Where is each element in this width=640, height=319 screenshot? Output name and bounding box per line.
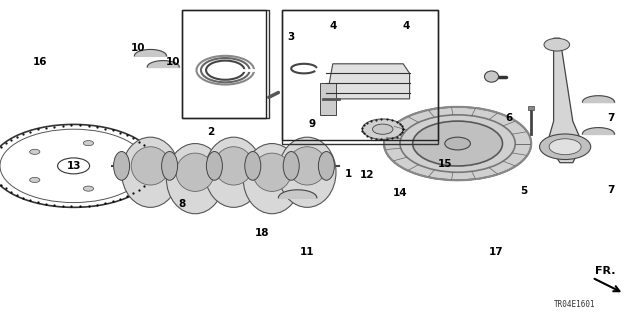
Bar — [182, 10, 269, 118]
Circle shape — [384, 107, 531, 180]
Circle shape — [29, 149, 40, 154]
Ellipse shape — [278, 137, 336, 207]
Circle shape — [362, 119, 403, 139]
Circle shape — [413, 121, 502, 166]
Bar — [182, 10, 266, 118]
Text: 9: 9 — [308, 119, 316, 130]
Bar — [528, 106, 534, 110]
Circle shape — [116, 163, 127, 168]
Text: 13: 13 — [67, 161, 81, 171]
Text: 17: 17 — [489, 247, 503, 257]
Text: TR04E1601: TR04E1601 — [554, 300, 595, 309]
Text: 8: 8 — [179, 199, 186, 209]
Text: 4: 4 — [403, 20, 410, 31]
Ellipse shape — [288, 147, 326, 185]
Text: 6: 6 — [505, 113, 513, 123]
Ellipse shape — [243, 144, 301, 214]
Ellipse shape — [162, 152, 178, 180]
Ellipse shape — [253, 153, 291, 191]
Text: 10: 10 — [166, 57, 180, 67]
Text: 3: 3 — [287, 32, 295, 42]
Polygon shape — [547, 38, 582, 163]
Ellipse shape — [206, 152, 223, 180]
Text: 10: 10 — [131, 43, 145, 53]
Text: 7: 7 — [607, 185, 615, 195]
Ellipse shape — [166, 144, 224, 214]
Text: 4: 4 — [329, 20, 337, 31]
Text: 1: 1 — [345, 169, 353, 179]
Ellipse shape — [114, 152, 129, 180]
Text: 7: 7 — [607, 113, 615, 123]
Circle shape — [372, 124, 393, 134]
Circle shape — [540, 134, 591, 160]
Text: 5: 5 — [520, 186, 527, 197]
Text: 15: 15 — [438, 159, 452, 169]
Text: 16: 16 — [33, 57, 47, 67]
Circle shape — [83, 141, 93, 146]
Ellipse shape — [283, 152, 300, 180]
Circle shape — [29, 177, 40, 182]
Text: 2: 2 — [207, 127, 215, 137]
Circle shape — [549, 139, 581, 155]
Ellipse shape — [484, 71, 499, 82]
Bar — [282, 10, 438, 140]
Text: 18: 18 — [255, 228, 269, 238]
Ellipse shape — [205, 137, 262, 207]
Polygon shape — [326, 64, 410, 99]
Ellipse shape — [245, 152, 261, 180]
Ellipse shape — [214, 147, 253, 185]
Ellipse shape — [176, 153, 214, 191]
Ellipse shape — [122, 137, 179, 207]
Circle shape — [116, 163, 127, 168]
Bar — [320, 83, 336, 115]
Ellipse shape — [131, 147, 170, 185]
Text: 11: 11 — [300, 247, 314, 257]
Circle shape — [445, 137, 470, 150]
Ellipse shape — [319, 152, 334, 180]
Circle shape — [83, 186, 93, 191]
Circle shape — [544, 38, 570, 51]
Text: 14: 14 — [393, 188, 407, 198]
Bar — [282, 10, 438, 144]
Text: FR.: FR. — [595, 266, 616, 276]
Text: 12: 12 — [360, 170, 374, 181]
